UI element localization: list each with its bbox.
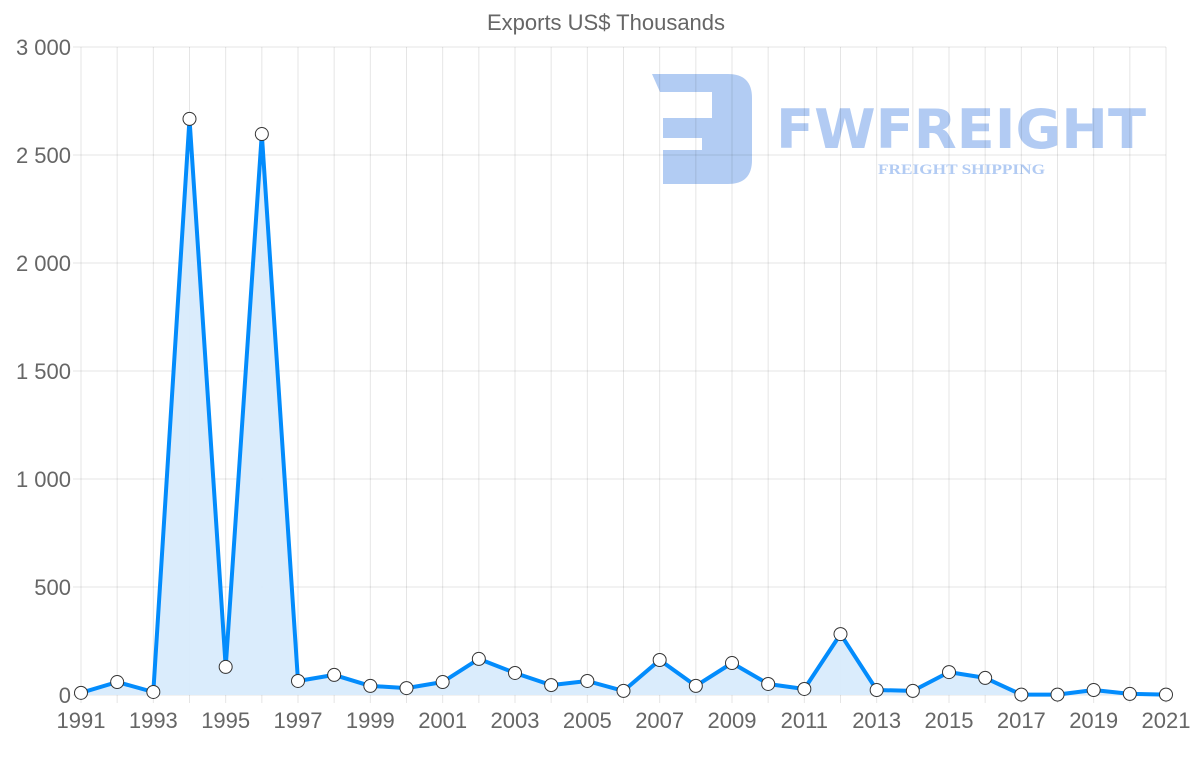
data-point <box>833 627 848 642</box>
data-point <box>291 673 305 688</box>
data-point <box>435 675 450 690</box>
data-point <box>978 670 993 685</box>
data-point <box>399 681 414 696</box>
data-point <box>182 111 197 126</box>
data-point <box>1014 687 1029 702</box>
fwfreight-watermark-logo: FWFREIGHT FREIGHT SHIPPING <box>652 74 1146 184</box>
y-tick-label: 2 500 <box>16 143 71 168</box>
data-point <box>146 684 161 699</box>
chart-title: Exports US$ Thousands <box>487 10 725 35</box>
data-point <box>580 673 595 688</box>
logo-tagline-text: FREIGHT SHIPPING <box>878 162 1045 178</box>
data-point <box>1122 686 1137 701</box>
data-point <box>363 678 378 693</box>
x-tick-label: 2007 <box>635 708 684 733</box>
x-tick-label: 2015 <box>925 708 974 733</box>
x-tick-label: 1993 <box>129 708 178 733</box>
data-point <box>616 683 631 698</box>
logo-brand-text: FWFREIGHT <box>776 98 1146 161</box>
x-tick-label: 2003 <box>491 708 540 733</box>
data-point <box>1050 687 1065 702</box>
data-point <box>544 678 559 693</box>
data-point <box>471 651 486 666</box>
data-point <box>508 665 522 680</box>
data-point <box>110 675 125 690</box>
x-axis-ticks: 1991 1993 1995 1997 1999 2001 2003 2005 2007 2009… <box>57 708 1191 733</box>
data-point <box>1086 683 1101 698</box>
y-tick-label: 1 000 <box>16 467 71 492</box>
x-tick-label: 2019 <box>1069 708 1118 733</box>
data-point <box>869 683 884 698</box>
data-point <box>725 656 739 671</box>
data-point <box>652 653 667 668</box>
x-tick-label: 1999 <box>346 708 395 733</box>
y-tick-label: 3 000 <box>16 35 71 60</box>
y-tick-label: 0 <box>59 683 71 708</box>
y-tick-label: 1 500 <box>16 359 71 384</box>
data-point <box>905 683 920 698</box>
data-points <box>74 111 1173 702</box>
x-tick-label: 2005 <box>563 708 612 733</box>
data-point <box>688 678 703 693</box>
logo-mark-icon <box>652 74 752 184</box>
x-tick-label: 2013 <box>852 708 901 733</box>
y-tick-label: 2 000 <box>16 251 71 276</box>
data-point <box>942 665 956 680</box>
x-tick-label: 1991 <box>57 708 106 733</box>
x-tick-label: 2011 <box>781 708 828 733</box>
y-axis-ticks: 0 500 1 000 1 500 2 000 2 500 3 000 <box>16 35 71 708</box>
x-tick-label: 1995 <box>201 708 250 733</box>
data-point <box>761 676 776 691</box>
y-tick-label: 500 <box>34 575 71 600</box>
data-point <box>797 681 812 696</box>
x-tick-label: 2001 <box>418 708 467 733</box>
data-point <box>254 127 269 142</box>
x-tick-label: 1997 <box>274 708 323 733</box>
data-point <box>74 685 88 700</box>
data-point <box>218 659 233 674</box>
x-tick-label: 2017 <box>997 708 1046 733</box>
series-area-fill <box>81 118 1166 695</box>
x-tick-label: 2009 <box>708 708 757 733</box>
data-point <box>327 667 342 682</box>
x-tick-label: 2021 <box>1142 708 1191 733</box>
data-point <box>1159 687 1173 702</box>
